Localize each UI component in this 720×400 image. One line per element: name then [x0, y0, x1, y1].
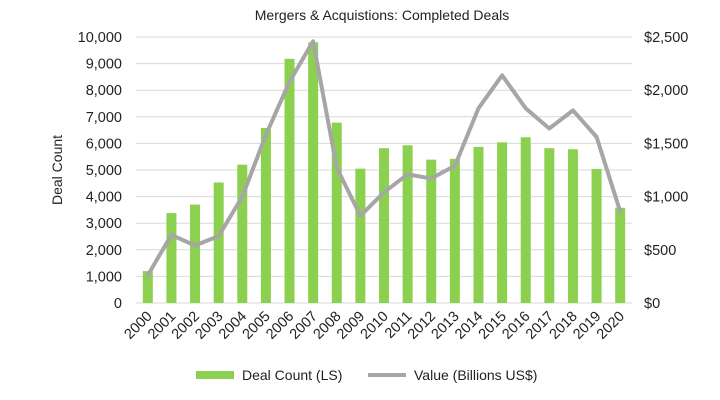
line-series	[145, 39, 623, 278]
bar-2020	[615, 207, 626, 303]
y-tick-label-left: 6,000	[86, 136, 122, 152]
bar-2006	[284, 58, 295, 304]
y-tick-label-right: $2,000	[644, 83, 688, 99]
y-tick-label-left: 4,000	[86, 190, 122, 206]
y-tick-label-right: $0	[644, 296, 660, 312]
y-tick-label-right: $500	[644, 243, 676, 259]
y-tick-label-left: 0	[114, 296, 122, 312]
bar-2001	[166, 213, 177, 303]
bar-2018	[567, 149, 578, 303]
y-tick-label-left: 9,000	[86, 57, 122, 73]
bar-series	[142, 42, 626, 304]
y-tick-label-left: 1,000	[86, 269, 122, 285]
value-line	[145, 39, 623, 278]
y-tick-label-right: $2,500	[644, 30, 688, 46]
y-tick-label-right: $1,500	[644, 136, 688, 152]
y-tick-label-left: 7,000	[86, 110, 122, 126]
bar-2000	[142, 271, 153, 303]
legend-label-value: Value (Billions US$)	[414, 367, 537, 383]
y-tick-label-left: 8,000	[86, 83, 122, 99]
bar-2004	[237, 164, 248, 303]
legend: Deal Count (LS) Value (Billions US$)	[196, 367, 537, 383]
bar-2007	[308, 42, 319, 303]
bar-2010	[379, 148, 389, 303]
y-tick-label-left: 2,000	[86, 243, 122, 259]
bar-2002	[190, 204, 201, 303]
bar-2014	[473, 146, 484, 303]
bar-2005	[260, 127, 271, 303]
bar-2016	[520, 137, 531, 303]
y-tick-label-left: 5,000	[86, 163, 122, 179]
y-tick-label-right: $1,000	[644, 190, 688, 206]
y-axis-title: Deal Count	[49, 135, 65, 205]
legend-swatch-deal-count	[196, 371, 234, 379]
bar-2017	[544, 148, 555, 303]
bar-2003	[213, 182, 224, 303]
bar-2008	[331, 122, 342, 303]
bar-2009	[355, 168, 366, 303]
bar-2019	[591, 168, 602, 303]
right-axis-ticks: $0 $500 $1,000 $1,500 $2,000 $2,500	[644, 30, 688, 312]
bar-2011	[402, 145, 413, 303]
left-axis-ticks: 0 1,000 2,000 3,000 4,000 5,000 6,000 7,000 8,00…	[78, 30, 122, 312]
y-tick-label-left: 10,000	[78, 30, 122, 46]
chart-title: Mergers & Acquistions: Completed Deals	[255, 7, 509, 23]
bar-2012	[426, 159, 437, 303]
x-tick-label: 2020	[594, 309, 628, 343]
y-tick-label-left: 3,000	[86, 216, 122, 232]
bar-2015	[497, 142, 508, 303]
bar-2013	[449, 158, 460, 303]
x-axis-ticks: 2000200120022003200420052006200720082009…	[122, 309, 629, 343]
legend-label-deal-count: Deal Count (LS)	[242, 367, 342, 383]
